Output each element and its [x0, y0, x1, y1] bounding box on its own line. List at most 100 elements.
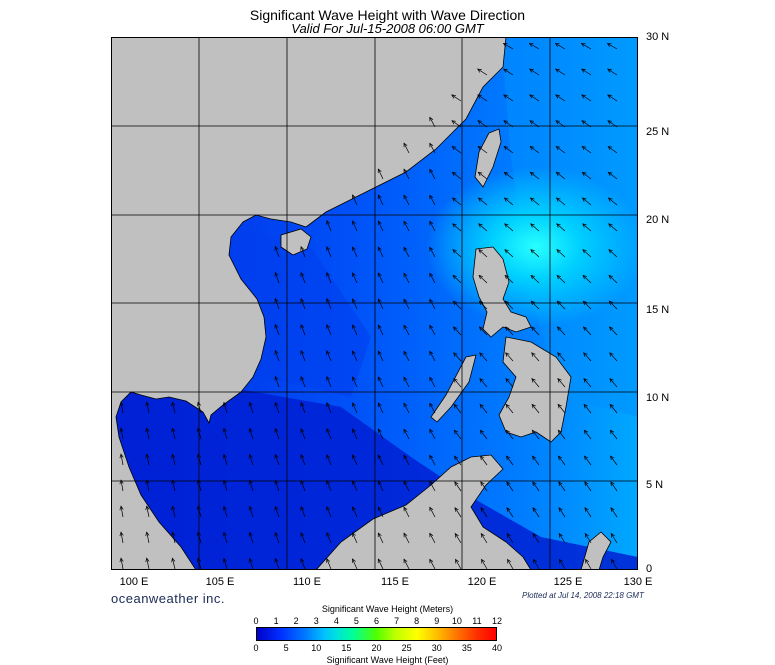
- wave-arrow: [556, 171, 566, 180]
- meter-tick: 1: [273, 616, 279, 626]
- wave-arrow: [505, 378, 514, 388]
- wave-arrow-head: [529, 120, 534, 125]
- wave-arrow: [530, 249, 540, 258]
- wave-arrow: [197, 402, 202, 414]
- wave-arrow-head: [377, 454, 382, 460]
- meter-tick: 2: [293, 616, 299, 626]
- wave-arrow-head: [583, 352, 588, 357]
- wave-arrow: [454, 533, 462, 544]
- wave-arrow-head: [502, 42, 508, 47]
- wave-arrow: [352, 480, 358, 492]
- wave-arrow-head: [529, 146, 535, 151]
- wave-arrow: [429, 247, 436, 258]
- wave-arrow-head: [222, 557, 227, 563]
- wave-arrow-head: [454, 455, 459, 461]
- wave-arrow-head: [300, 297, 305, 303]
- wave-arrow: [403, 403, 410, 414]
- wave-arrow-head: [274, 531, 279, 537]
- wave-arrow: [453, 300, 462, 310]
- wave-arrow: [556, 275, 566, 284]
- wave-arrow: [454, 455, 462, 466]
- meter-tick: 9: [434, 616, 440, 626]
- meter-tick: 7: [394, 616, 400, 626]
- wave-arrow-head: [504, 326, 510, 331]
- wave-arrow-head: [581, 120, 586, 125]
- wave-arrow-head: [171, 557, 176, 563]
- wave-arrow-head: [453, 352, 458, 357]
- wave-arrow: [477, 94, 488, 102]
- wave-arrow: [120, 402, 124, 414]
- wave-arrow-head: [452, 326, 458, 331]
- wave-arrow-head: [377, 168, 382, 174]
- wave-arrow-head: [145, 401, 150, 407]
- wave-arrow-head: [171, 479, 176, 485]
- wave-arrow-head: [454, 481, 459, 486]
- wave-arrow: [581, 68, 592, 76]
- wave-arrow: [610, 455, 618, 466]
- wave-arrow-head: [171, 453, 176, 459]
- wave-arrow: [610, 481, 618, 492]
- wave-arrow-head: [454, 532, 459, 538]
- wave-arrow: [377, 454, 384, 466]
- wave-arrow-head: [557, 429, 563, 435]
- wave-arrow: [352, 376, 358, 388]
- wave-arrow: [453, 378, 462, 388]
- wave-arrow-head: [403, 454, 408, 460]
- wave-arrow: [480, 455, 488, 466]
- wave-arrow-head: [300, 401, 305, 407]
- wave-arrow-head: [607, 94, 612, 99]
- wave-arrow: [326, 350, 332, 362]
- wave-arrow-head: [403, 324, 408, 330]
- wave-arrow: [429, 325, 436, 336]
- wave-arrow: [581, 43, 592, 50]
- wave-arrow: [172, 558, 176, 570]
- wave-arrow: [197, 532, 202, 544]
- wave-arrow-head: [477, 171, 483, 176]
- wave-arrow: [326, 376, 332, 388]
- wave-arrow-head: [477, 197, 483, 202]
- wave-arrow-head: [555, 68, 560, 73]
- wave-arrow: [529, 120, 540, 128]
- feet-tick: 5: [283, 643, 289, 653]
- wave-arrow: [583, 404, 592, 414]
- wave-arrow-head: [581, 68, 586, 73]
- wave-arrow-head: [429, 298, 434, 304]
- wave-arrow: [300, 272, 306, 284]
- wave-arrow: [120, 506, 124, 518]
- wave-arrow-head: [403, 506, 408, 512]
- wave-arrow-head: [581, 171, 587, 176]
- wave-arrow-head: [607, 146, 613, 151]
- wave-arrow: [172, 506, 176, 518]
- wave-arrow: [274, 454, 280, 466]
- wave-arrow-head: [608, 223, 613, 228]
- wave-arrow: [352, 558, 358, 570]
- wave-arrow-head: [352, 480, 356, 485]
- wave-arrow-head: [530, 274, 536, 280]
- wave-arrow-head: [555, 171, 561, 176]
- wave-arrow: [503, 120, 514, 128]
- wave-arrow: [403, 299, 410, 310]
- wave-arrow: [223, 454, 228, 466]
- wave-arrow: [377, 532, 384, 544]
- wave-arrow: [146, 558, 150, 570]
- wave-arrow: [558, 430, 566, 440]
- wave-arrow-head: [478, 249, 483, 254]
- wave-arrow-head: [429, 194, 434, 200]
- land-sulawesi: [580, 531, 612, 570]
- wave-arrow-head: [222, 505, 227, 511]
- wave-arrow-head: [556, 223, 561, 228]
- lon-label: 100 E: [119, 576, 149, 588]
- wave-arrow: [556, 223, 566, 232]
- wave-arrow: [172, 402, 176, 414]
- lat-label: 10 N: [646, 392, 670, 404]
- wave-arrow-head: [531, 403, 536, 409]
- wave-arrow: [300, 506, 306, 518]
- wave-arrow-head: [274, 297, 279, 303]
- wave-arrow: [377, 168, 384, 180]
- wave-arrow-head: [222, 453, 227, 459]
- wave-arrow-head: [558, 481, 563, 486]
- wave-arrow: [453, 326, 462, 336]
- wave-arrow-head: [274, 479, 279, 485]
- wave-arrow-head: [581, 94, 586, 99]
- wave-arrow: [249, 506, 254, 518]
